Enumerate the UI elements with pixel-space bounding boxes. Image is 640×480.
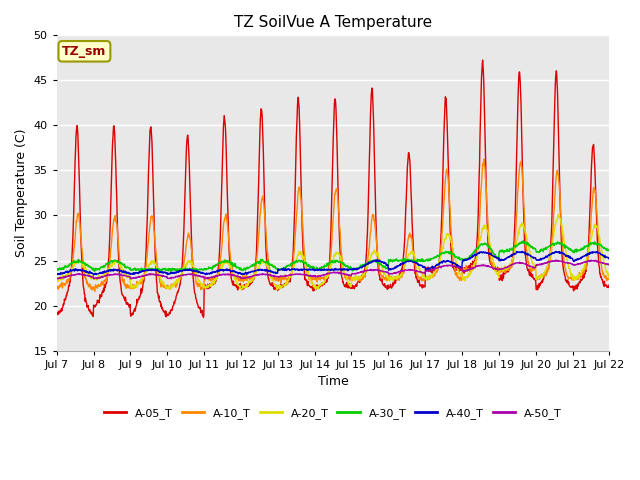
A-50_T: [238, 276, 246, 281]
A-40_T: [419, 265, 427, 271]
A-10_T: [492, 265, 500, 271]
A-40_T: [176, 268, 184, 274]
A-05_T: [238, 287, 246, 293]
A-20_T: [419, 274, 427, 279]
A-50_T: [492, 265, 499, 271]
A-40_T: [90, 272, 97, 278]
A-05_T: [163, 314, 170, 320]
A-05_T: [479, 57, 486, 63]
Line: A-40_T: A-40_T: [57, 252, 609, 275]
A-40_T: [492, 254, 499, 260]
Line: A-05_T: A-05_T: [57, 60, 609, 317]
Legend: A-05_T, A-10_T, A-20_T, A-30_T, A-40_T, A-50_T: A-05_T, A-10_T, A-20_T, A-30_T, A-40_T, …: [100, 404, 566, 423]
A-10_T: [480, 156, 488, 162]
A-05_T: [605, 284, 613, 289]
A-10_T: [91, 288, 99, 294]
A-30_T: [53, 267, 61, 273]
A-05_T: [492, 266, 500, 272]
A-40_T: [605, 256, 613, 262]
A-50_T: [605, 262, 613, 267]
Text: TZ_sm: TZ_sm: [62, 45, 107, 58]
A-10_T: [163, 285, 170, 291]
X-axis label: Time: Time: [317, 375, 348, 388]
A-10_T: [419, 276, 427, 282]
Y-axis label: Soil Temperature (C): Soil Temperature (C): [15, 129, 28, 257]
A-50_T: [53, 276, 61, 281]
A-10_T: [53, 284, 61, 289]
A-50_T: [163, 274, 170, 279]
A-20_T: [605, 274, 613, 280]
A-30_T: [541, 247, 548, 252]
A-05_T: [419, 284, 427, 290]
A-40_T: [518, 249, 526, 254]
Line: A-20_T: A-20_T: [57, 214, 609, 289]
A-20_T: [554, 211, 562, 217]
Title: TZ SoilVue A Temperature: TZ SoilVue A Temperature: [234, 15, 432, 30]
A-05_T: [541, 272, 548, 277]
A-05_T: [200, 314, 207, 320]
A-20_T: [53, 278, 61, 284]
A-30_T: [492, 252, 499, 257]
A-10_T: [238, 277, 246, 283]
A-50_T: [93, 276, 101, 282]
A-20_T: [176, 275, 184, 281]
Line: A-30_T: A-30_T: [57, 240, 609, 272]
A-40_T: [541, 255, 548, 261]
A-20_T: [163, 285, 170, 291]
Line: A-10_T: A-10_T: [57, 159, 609, 291]
A-40_T: [53, 271, 61, 277]
A-50_T: [176, 273, 184, 279]
A-05_T: [53, 311, 61, 317]
A-10_T: [541, 273, 548, 278]
A-10_T: [605, 276, 613, 282]
A-20_T: [540, 270, 548, 276]
A-30_T: [163, 267, 170, 273]
A-30_T: [174, 269, 182, 275]
A-40_T: [238, 271, 246, 276]
A-10_T: [176, 275, 184, 281]
A-30_T: [605, 247, 613, 252]
A-30_T: [238, 268, 246, 274]
A-30_T: [419, 258, 427, 264]
Line: A-50_T: A-50_T: [57, 260, 609, 279]
A-30_T: [520, 238, 527, 243]
A-50_T: [419, 269, 427, 275]
A-20_T: [237, 287, 245, 292]
A-50_T: [540, 261, 548, 266]
A-20_T: [492, 268, 499, 274]
A-05_T: [176, 283, 184, 289]
A-30_T: [176, 266, 184, 272]
A-50_T: [552, 257, 560, 263]
A-40_T: [163, 270, 170, 276]
A-20_T: [273, 287, 281, 292]
